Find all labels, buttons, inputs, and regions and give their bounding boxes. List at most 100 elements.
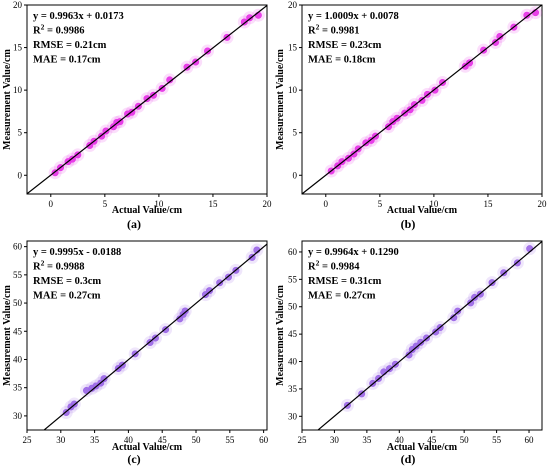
x-axis-title: Actual Value/cm: [112, 442, 183, 453]
x-tick-label: 15: [483, 199, 493, 209]
y-tick-label: 55: [13, 270, 23, 280]
y-tick-label: 60: [288, 247, 298, 257]
y-tick-label: 0: [18, 170, 23, 180]
chart-panel-d: 25 30 35 40 45 50 55 60 30 35 40 45 50 55 60 y = 0.9964…: [275, 240, 543, 466]
x-tick-label: 40: [395, 435, 405, 445]
x-tick-label: 20: [263, 199, 273, 209]
x-tick-label: 0: [49, 199, 54, 209]
x-tick-label: 50: [192, 435, 202, 445]
data-point: [454, 307, 462, 315]
panel-label: (c): [127, 452, 140, 466]
y-tick-label: 10: [288, 85, 298, 95]
x-tick-label: 45: [158, 435, 168, 445]
fit-line: [43, 243, 267, 430]
data-point: [412, 342, 420, 350]
stat-line: y = 0.9963x + 0.0173: [33, 11, 124, 22]
y-tick-label: 5: [18, 128, 23, 138]
x-tick-label: 35: [362, 435, 372, 445]
x-tick-label: 35: [90, 435, 100, 445]
y-tick-label: 35: [288, 384, 298, 394]
x-tick-label: 5: [378, 199, 383, 209]
x-tick-label: 15: [208, 199, 218, 209]
data-point: [206, 287, 214, 295]
x-tick-label: 50: [460, 435, 470, 445]
y-tick-label: 40: [13, 354, 23, 364]
data-point: [246, 14, 254, 22]
stat-line: y = 0.9964x + 0.1290: [308, 247, 399, 258]
stat-line: RMSE = 0.31cm: [308, 276, 382, 287]
chart-panel-c: 25 30 35 40 45 50 55 60 30 35 40 45 50 55 60 y = 0.9995…: [2, 240, 269, 466]
x-tick-label: 40: [124, 435, 134, 445]
stat-line: MAE = 0.17cm: [33, 55, 101, 66]
stat-line: RMSE = 0.21cm: [33, 40, 107, 51]
x-axis-title: Actual Value/cm: [112, 205, 183, 216]
x-tick-label: 25: [23, 435, 33, 445]
fit-line: [302, 5, 542, 194]
stat-line: RMSE = 0.3cm: [33, 276, 101, 287]
x-tick-label: 45: [427, 435, 437, 445]
y-tick-label: 0: [293, 170, 298, 180]
x-tick-label: 5: [103, 199, 108, 209]
data-point: [181, 307, 189, 315]
x-tick-label: 60: [259, 435, 269, 445]
y-tick-label: 45: [13, 326, 23, 336]
y-axis-title: Measurement Value/cm: [2, 49, 13, 150]
x-tick-label: 60: [525, 435, 535, 445]
y-tick-label: 30: [13, 411, 23, 421]
y-tick-label: 15: [288, 43, 298, 53]
data-point: [523, 11, 531, 19]
y-tick-label: 5: [293, 128, 298, 138]
stat-line: y = 0.9995x - 0.0188: [33, 247, 121, 258]
stat-line: MAE = 0.27cm: [33, 291, 101, 302]
data-point: [204, 47, 212, 55]
x-tick-label: 10: [154, 199, 164, 209]
y-tick-label: 35: [13, 383, 23, 393]
data-point: [100, 375, 108, 383]
y-tick-label: 45: [288, 329, 298, 339]
plot-frame: [301, 4, 543, 195]
y-tick-label: 40: [288, 357, 298, 367]
plot-frame: [26, 240, 268, 431]
x-tick-label: 20: [538, 199, 548, 209]
stat-line: y = 1.0009x + 0.0078: [308, 11, 399, 22]
y-tick-label: 50: [13, 298, 23, 308]
stat-line: RMSE = 0.23cm: [308, 40, 382, 51]
plot-frame: [301, 240, 543, 431]
stat-line: MAE = 0.27cm: [308, 291, 376, 302]
stat-line: R2 = 0.9981: [308, 23, 359, 37]
panel-label: (d): [401, 452, 416, 466]
x-tick-label: 30: [56, 435, 66, 445]
y-axis-title: Measurement Value/cm: [2, 285, 13, 386]
y-tick-label: 60: [13, 242, 23, 252]
x-axis-title: Actual Value/cm: [387, 205, 458, 216]
stat-line: MAE = 0.18cm: [308, 55, 376, 66]
x-tick-label: 55: [225, 435, 235, 445]
data-point: [417, 338, 425, 346]
stat-line: R2 = 0.9984: [308, 259, 360, 273]
stat-line: R2 = 0.9988: [33, 259, 84, 273]
y-tick-label: 50: [288, 302, 298, 312]
x-tick-label: 0: [324, 199, 329, 209]
data-point: [526, 245, 534, 253]
data-point: [496, 32, 504, 40]
data-point: [240, 18, 248, 26]
y-tick-label: 15: [13, 43, 23, 53]
y-tick-label: 10: [13, 85, 23, 95]
panel-label: (a): [127, 217, 141, 231]
y-tick-label: 20: [13, 0, 23, 10]
fit-line: [27, 5, 267, 194]
x-tick-label: 10: [429, 199, 439, 209]
data-point: [467, 299, 475, 307]
y-axis-title: Measurement Value/cm: [275, 285, 286, 386]
x-tick-label: 25: [298, 435, 308, 445]
x-axis-title: Actual Value/cm: [387, 442, 458, 453]
stat-line: R2 = 0.9986: [33, 23, 84, 37]
data-point: [405, 351, 413, 359]
panel-label: (b): [401, 217, 416, 231]
fit-line: [317, 241, 542, 430]
data-point: [386, 365, 394, 373]
x-tick-label: 55: [492, 435, 502, 445]
